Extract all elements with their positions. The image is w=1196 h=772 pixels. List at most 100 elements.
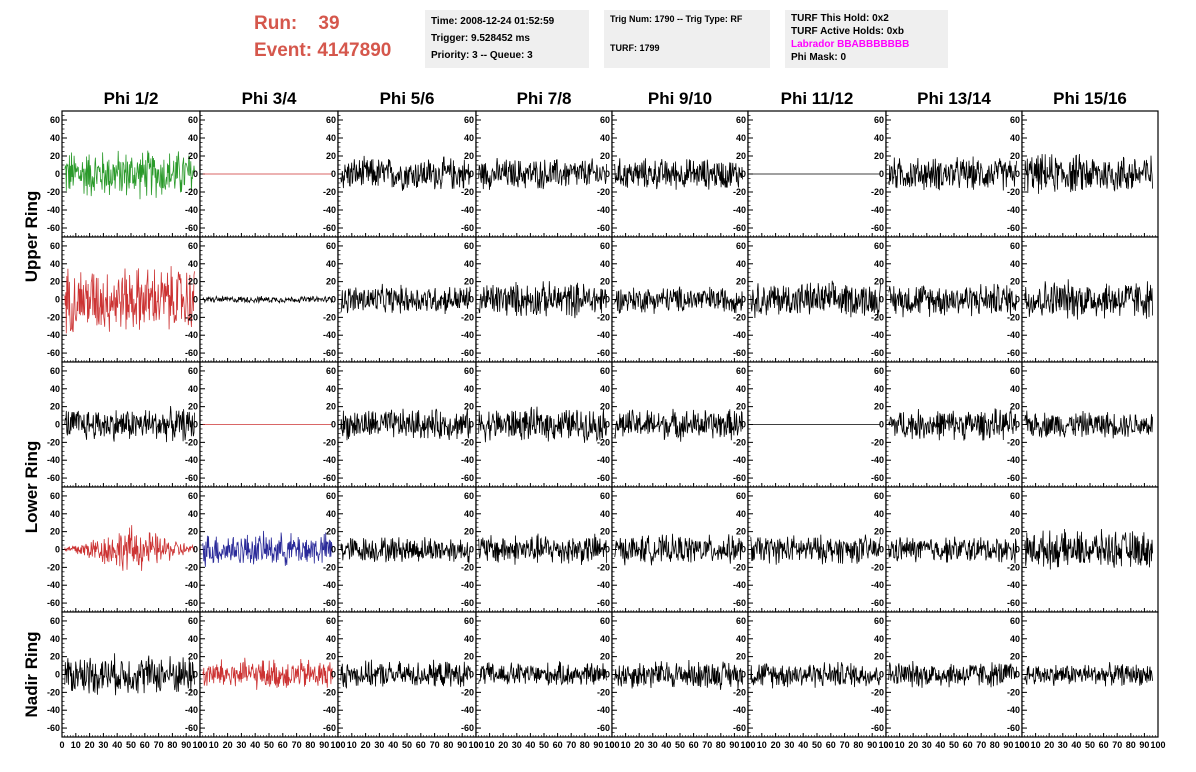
x-tick-label: 50 [402,740,412,750]
y-tick-label: 60 [50,616,60,626]
y-tick-label: 40 [1010,384,1020,394]
y-tick-label: -40 [323,330,336,340]
y-tick-label: 0 [1015,670,1020,680]
y-tick-label: 0 [879,420,884,430]
y-tick-label: 20 [50,151,60,161]
x-tick-label: 100 [878,740,893,750]
y-tick-label: 0 [879,169,884,179]
waveform-trace [340,283,471,315]
panel: -60 -40 -20 0 20 40 60 [47,611,201,738]
y-tick-label: 40 [464,259,474,269]
x-tick-label: 90 [1139,740,1149,750]
x-tick-label: 90 [729,740,739,750]
x-tick-label: 50 [264,740,274,750]
y-tick-label: -20 [185,187,198,197]
y-tick-label: -40 [597,455,610,465]
event-row: Event: 4147890 [254,37,391,64]
y-tick-label: 20 [50,277,60,287]
y-tick-label: 0 [741,169,746,179]
y-tick-label: -60 [597,473,610,483]
y-tick-label: -20 [185,562,198,572]
x-tick-label: 20 [223,740,233,750]
panel: -60 -40 -20 0 20 40 60 [871,611,1023,738]
waveform-trace [1024,410,1153,439]
trigger-text: Trigger: 9.528452 ms [431,33,530,44]
x-tick-label: 20 [908,740,918,750]
column-title: Phi 11/12 [781,89,854,108]
x-tick-label: 60 [553,740,563,750]
y-tick-label: 60 [874,491,884,501]
x-tick-label: 0 [883,740,888,750]
y-tick-label: -60 [185,598,198,608]
x-tick-label: 30 [784,740,794,750]
y-tick-label: 0 [193,420,198,430]
y-tick-label: -20 [47,312,60,322]
y-tick-label: 20 [874,402,884,412]
y-tick-label: -40 [597,205,610,215]
x-tick-label: 40 [250,740,260,750]
x-tick-label: 70 [840,740,850,750]
panel: -60 -40 -20 0 20 40 60 [871,486,1023,613]
x-tick-label: 20 [771,740,781,750]
y-tick-label: 20 [1010,151,1020,161]
panel: -60 -40 -20 0 20 40 60 [1007,486,1159,613]
time-text: Time: 2008-12-24 01:52:59 [431,16,555,27]
waveform-trace [64,405,195,443]
panel: -60 -40 -20 0 20 40 60 [323,611,477,738]
waveform-trace [888,283,1017,318]
x-tick-label: 30 [236,740,246,750]
trig-num-text: Trig Num: 1790 -- Trig Type: RF [610,14,743,24]
y-tick-label: 40 [464,384,474,394]
y-tick-label: 60 [464,491,474,501]
panel: -60 -40 -20 0 20 40 60 [323,361,477,488]
y-tick-label: -40 [323,205,336,215]
y-tick-label: 0 [55,295,60,305]
x-tick-label: 60 [278,740,288,750]
y-tick-label: -60 [323,473,336,483]
y-tick-label: 20 [600,652,610,662]
y-tick-label: -40 [733,205,746,215]
y-tick-label: 60 [464,115,474,125]
x-tick-label: 30 [922,740,932,750]
y-tick-label: 0 [605,420,610,430]
column-title: Phi 15/16 [1053,89,1127,108]
panel: -60 -40 -20 0 20 40 60 [871,361,1023,488]
x-tick-label: 20 [634,740,644,750]
x-tick-label: 100 [604,740,619,750]
waveform-trace [478,661,607,686]
panel: -60 -40 -20 0 20 40 60 [461,361,613,488]
y-tick-label: -20 [597,187,610,197]
priority-text: Priority: 3 -- Queue: 3 [431,50,533,61]
y-tick-label: -60 [47,598,60,608]
y-tick-label: 40 [736,259,746,269]
y-tick-label: 20 [874,527,884,537]
panel: -60 -40 -20 0 20 40 60 [733,611,887,738]
y-tick-label: -40 [733,455,746,465]
x-tick-label: 80 [305,740,315,750]
column-title: Phi 3/4 [242,89,297,108]
event-value: 4147890 [317,40,392,61]
y-tick-label: -60 [461,723,474,733]
y-tick-label: 20 [464,527,474,537]
y-tick-label: 60 [188,616,198,626]
x-tick-label: 20 [498,740,508,750]
panel: -60 -40 -20 0 20 40 60 [597,236,749,363]
y-tick-label: -20 [461,562,474,572]
y-tick-label: 0 [605,169,610,179]
y-tick-label: -40 [185,455,198,465]
y-tick-label: 0 [879,295,884,305]
y-tick-label: -20 [185,312,198,322]
y-tick-label: 40 [326,133,336,143]
y-tick-label: 40 [600,509,610,519]
y-tick-label: 0 [331,545,336,555]
y-tick-label: 60 [50,115,60,125]
x-tick-label: 60 [416,740,426,750]
y-tick-label: -60 [47,223,60,233]
waveform-trace [478,406,607,443]
y-tick-label: 20 [600,151,610,161]
y-tick-label: -40 [323,705,336,715]
x-tick-label: 70 [430,740,440,750]
y-tick-label: 0 [55,670,60,680]
y-tick-label: 40 [50,634,60,644]
y-tick-label: 0 [469,169,474,179]
